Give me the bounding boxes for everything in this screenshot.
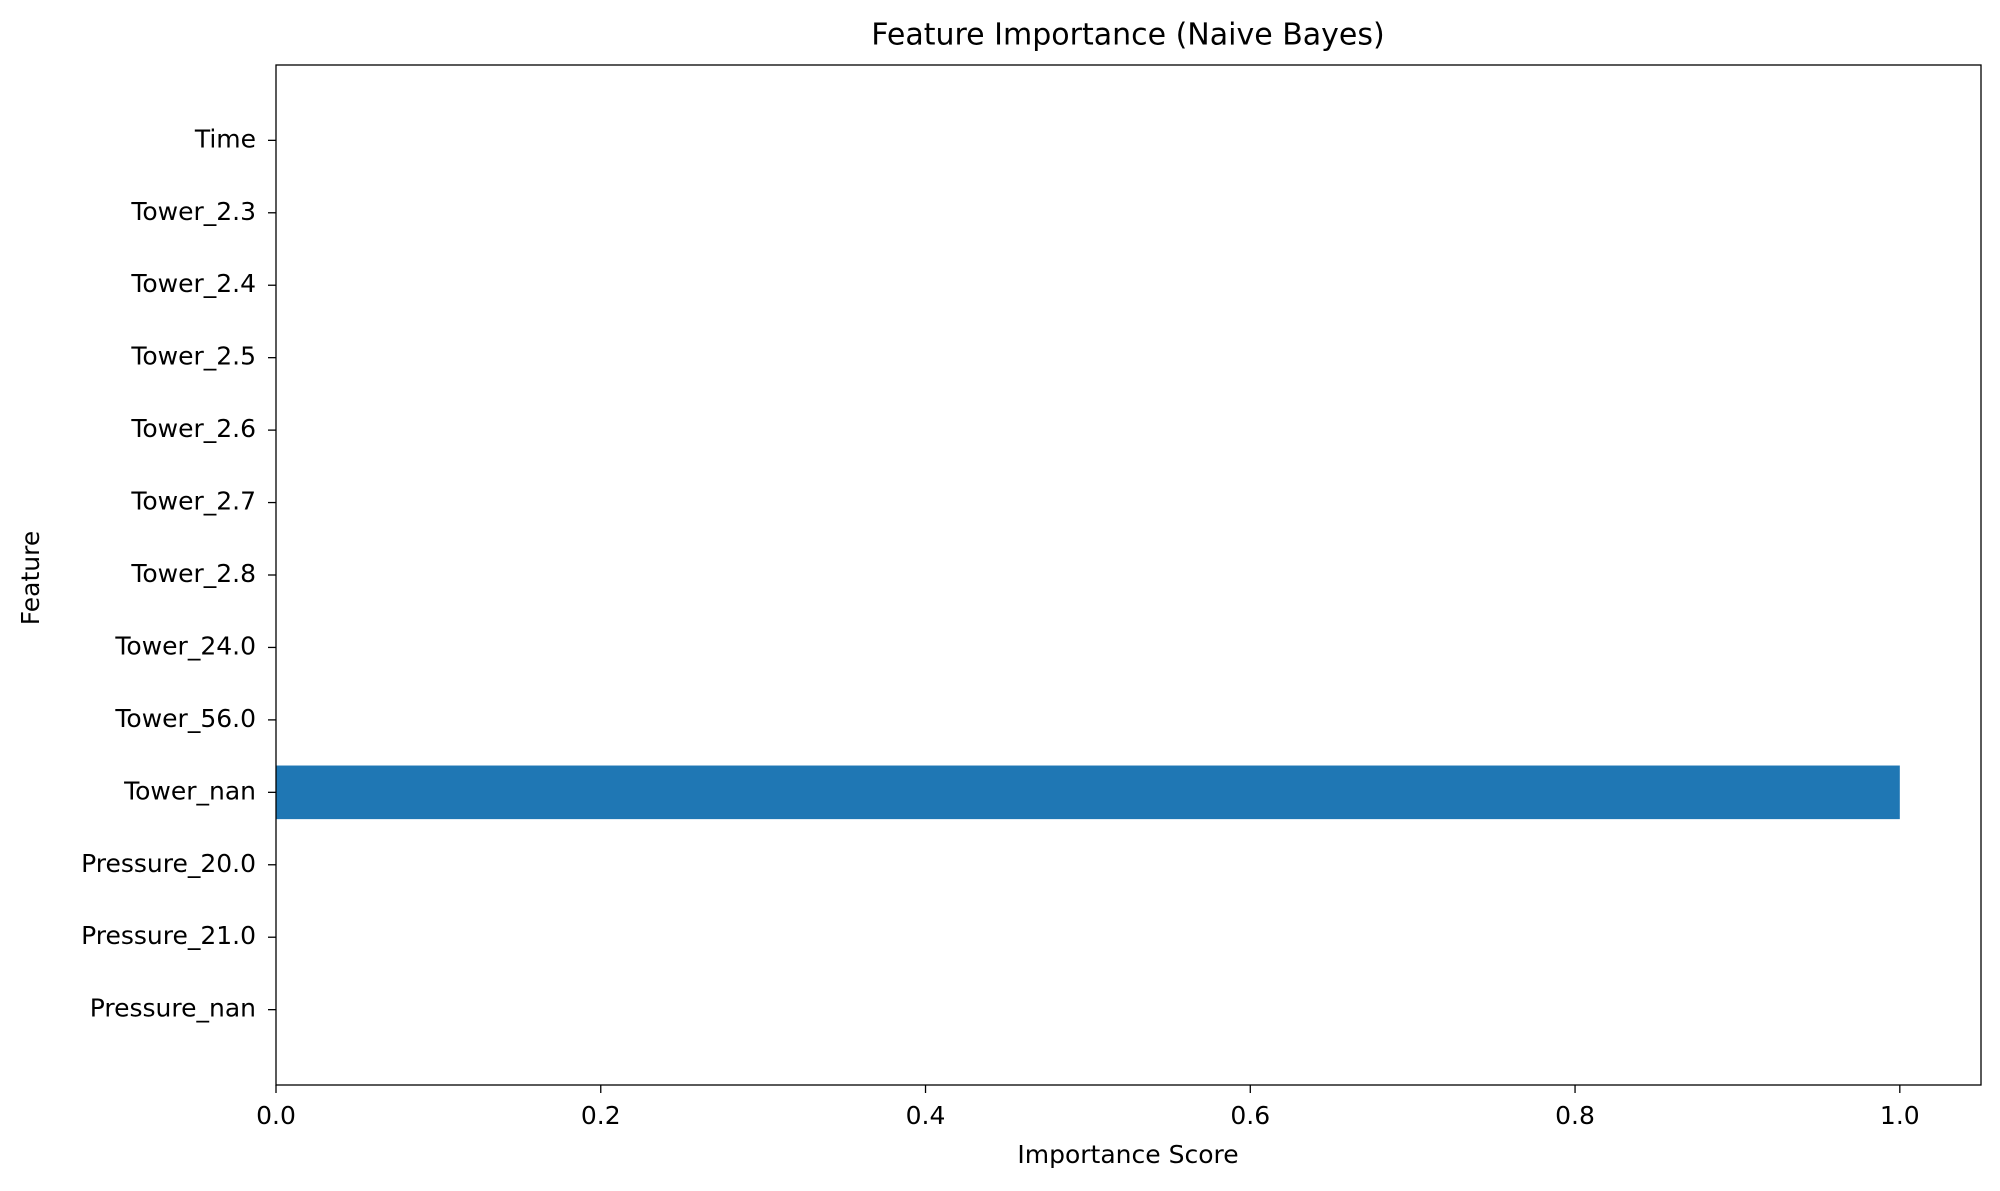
plot-frame <box>275 64 1982 1086</box>
x-tick-label: 0.0 <box>256 1101 296 1130</box>
x-axis-label: Importance Score <box>1017 1140 1238 1169</box>
y-tick-label: Tower_2.6 <box>130 414 256 443</box>
y-tick-label: Pressure_nan <box>90 994 256 1023</box>
x-tick-label: 0.8 <box>1555 1101 1595 1130</box>
x-tick-label: 1.0 <box>1880 1101 1920 1130</box>
y-tick-label: Time <box>194 124 256 153</box>
y-tick-label: Tower_24.0 <box>114 631 256 660</box>
y-tick-label: Tower_2.7 <box>130 487 256 516</box>
bar <box>276 765 1900 820</box>
x-tick-label: 0.4 <box>906 1101 946 1130</box>
x-tick-label: 0.6 <box>1230 1101 1270 1130</box>
y-tick-label: Pressure_21.0 <box>81 921 256 950</box>
y-tick-label: Tower_2.8 <box>130 559 256 588</box>
y-tick-label: Tower_nan <box>123 776 256 805</box>
y-tick-label: Tower_56.0 <box>114 704 256 733</box>
y-tick-label: Tower_2.3 <box>130 197 256 226</box>
chart-title: Feature Importance (Naive Bayes) <box>871 18 1384 53</box>
y-tick-label: Pressure_20.0 <box>81 849 256 878</box>
y-tick-label: Tower_2.5 <box>130 342 256 371</box>
y-tick-label: Tower_2.4 <box>130 269 256 298</box>
y-axis-label: Feature <box>16 531 45 625</box>
x-tick-label: 0.2 <box>581 1101 621 1130</box>
